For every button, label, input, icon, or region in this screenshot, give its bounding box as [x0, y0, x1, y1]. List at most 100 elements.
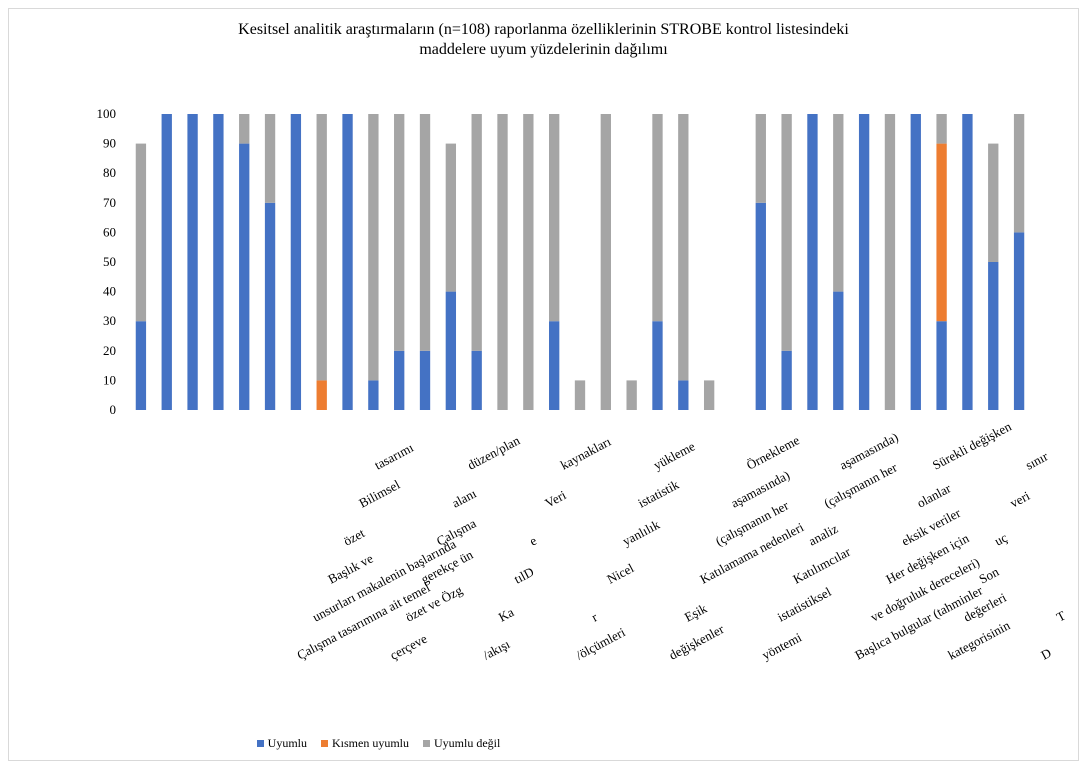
bar-segment-uyumlu	[264, 202, 276, 410]
bars	[135, 114, 1025, 410]
bar-segment-uyumlu-degil	[239, 114, 250, 144]
x-category-label: çerçeve	[387, 631, 429, 663]
y-tick-label: 70	[103, 195, 116, 210]
bar-segment-uyumlu-degil	[1013, 114, 1025, 233]
legend-swatch-uyumlu	[256, 740, 264, 747]
bar-segment-uyumlu-degil	[523, 114, 534, 410]
bar-segment-uyumlu-degil	[394, 114, 405, 351]
bar-segment-uyumlu	[445, 291, 457, 410]
chart-frame	[8, 8, 1079, 761]
bar-segment-uyumlu-degil	[316, 114, 327, 381]
bar-segment-uyumlu	[549, 321, 560, 410]
legend-swatch-uyumlu-degil	[423, 740, 430, 747]
x-category-label: r	[589, 609, 600, 625]
x-category-label: Bilimsel	[356, 477, 402, 511]
bar-segment-uyumlu	[755, 202, 766, 410]
bar-segment-uyumlu	[394, 350, 405, 410]
bar-segment-uyumlu	[187, 114, 198, 410]
bar-segment-uyumlu	[807, 114, 818, 410]
bar-segment-uyumlu-degil	[936, 114, 947, 144]
x-category-label: Nicel	[604, 560, 636, 587]
x-category-label: yükleme	[651, 438, 698, 472]
legend-swatch-kismen-uyumlu	[321, 740, 328, 747]
bar-segment-uyumlu-degil	[497, 114, 508, 410]
x-category-label: Veri	[542, 487, 569, 511]
x-category-label: /ölçümleri	[573, 624, 628, 663]
bar-segment-uyumlu	[213, 114, 224, 410]
legend: Uyumlu Kısmen uyumlu Uyumlu değil	[0, 736, 1087, 751]
y-tick-label: 10	[103, 372, 116, 387]
x-category-label: uç	[992, 530, 1010, 549]
x-category-label: tılD	[511, 564, 536, 587]
bar-segment-uyumlu-degil	[574, 380, 586, 410]
x-category-label: Sürekli değişken	[930, 418, 1014, 472]
chart-title-line-1: Kesitsel analitik araştırmaların (n=108)…	[238, 21, 849, 38]
bar-segment-uyumlu	[368, 380, 379, 410]
y-tick-label: 30	[103, 313, 116, 328]
x-category-label: Katılımcılar	[790, 544, 853, 587]
x-category-label: /akışı	[480, 636, 512, 663]
x-category-label: yöntemi	[759, 629, 804, 662]
x-category-label: Eşik	[682, 600, 710, 624]
x-category-label: Örnekleme	[744, 432, 802, 472]
x-category-label: T	[1054, 608, 1068, 625]
bar-segment-uyumlu-degil	[368, 114, 379, 381]
x-category-label: Çalışma	[434, 515, 479, 548]
bar-segment-uyumlu	[239, 143, 250, 410]
bar-segment-uyumlu-degil	[988, 143, 999, 262]
bar-segment-uyumlu	[910, 114, 921, 410]
y-tick-label: 20	[103, 343, 116, 358]
bar-segment-uyumlu	[135, 321, 147, 410]
y-tick-label: 40	[103, 284, 116, 299]
bar-segment-uyumlu	[342, 114, 353, 410]
bar-segment-uyumlu	[290, 114, 302, 410]
bar-segment-uyumlu	[833, 291, 844, 410]
bar-segment-uyumlu	[1013, 232, 1025, 410]
bar-segment-uyumlu	[652, 321, 663, 410]
bar-segment-uyumlu	[161, 114, 172, 410]
x-category-label: düzen/plan	[465, 432, 523, 472]
y-tick-label: 0	[110, 402, 117, 417]
y-axis: 0 10 20 30 40 50 60 70 80 90 100	[97, 106, 117, 417]
bar-segment-kismen-uyumlu	[936, 143, 947, 322]
legend-label-kismen-uyumlu: Kısmen uyumlu	[332, 736, 409, 750]
x-category-label: alanı	[449, 485, 479, 510]
y-tick-label: 90	[103, 136, 116, 151]
bar-segment-uyumlu	[936, 321, 947, 410]
bar-segment-uyumlu	[988, 262, 999, 410]
x-category-label: analiz	[806, 521, 841, 549]
y-tick-label: 50	[103, 254, 116, 269]
bar-segment-uyumlu	[678, 380, 689, 410]
bar-segment-uyumlu-degil	[755, 114, 766, 203]
bar-segment-uyumlu-degil	[445, 143, 457, 292]
chart-title: Kesitsel analitik araştırmaların (n=108)…	[0, 20, 1087, 60]
legend-item-uyumlu-degil: Uyumlu değil	[423, 736, 500, 751]
bar-segment-uyumlu	[419, 350, 431, 410]
bar-segment-uyumlu-degil	[884, 114, 896, 410]
bar-segment-uyumlu-degil	[419, 114, 431, 351]
bar-segment-uyumlu-degil	[678, 114, 689, 381]
x-category-label: özet	[341, 525, 368, 549]
bar-segment-uyumlu-degil	[600, 114, 611, 410]
x-category-label: değişkenler	[666, 621, 727, 663]
x-category-label: istatistik	[635, 476, 681, 510]
legend-label-uyumlu-degil: Uyumlu değil	[434, 736, 501, 750]
bar-segment-uyumlu-degil	[549, 114, 560, 322]
x-category-label: olanlar	[914, 480, 954, 511]
bar-segment-uyumlu-degil	[781, 114, 792, 351]
chart-title-line-2: maddelere uyum yüzdelerinin dağılımı	[419, 41, 668, 58]
bar-segment-uyumlu	[858, 114, 870, 410]
y-tick-label: 80	[103, 165, 116, 180]
legend-label-uyumlu: Uyumlu	[267, 736, 307, 750]
x-category-label: D	[1038, 645, 1053, 663]
bar-segment-uyumlu	[781, 350, 792, 410]
x-category-label: Ka	[496, 604, 517, 624]
bar-segment-uyumlu	[962, 114, 973, 410]
x-category-label: e	[527, 533, 539, 549]
x-category-label: (çalışmanın her	[821, 459, 900, 510]
x-category-label: veri	[1007, 488, 1032, 511]
x-category-label: kaynakları	[558, 433, 614, 472]
bar-segment-uyumlu-degil	[264, 114, 276, 203]
